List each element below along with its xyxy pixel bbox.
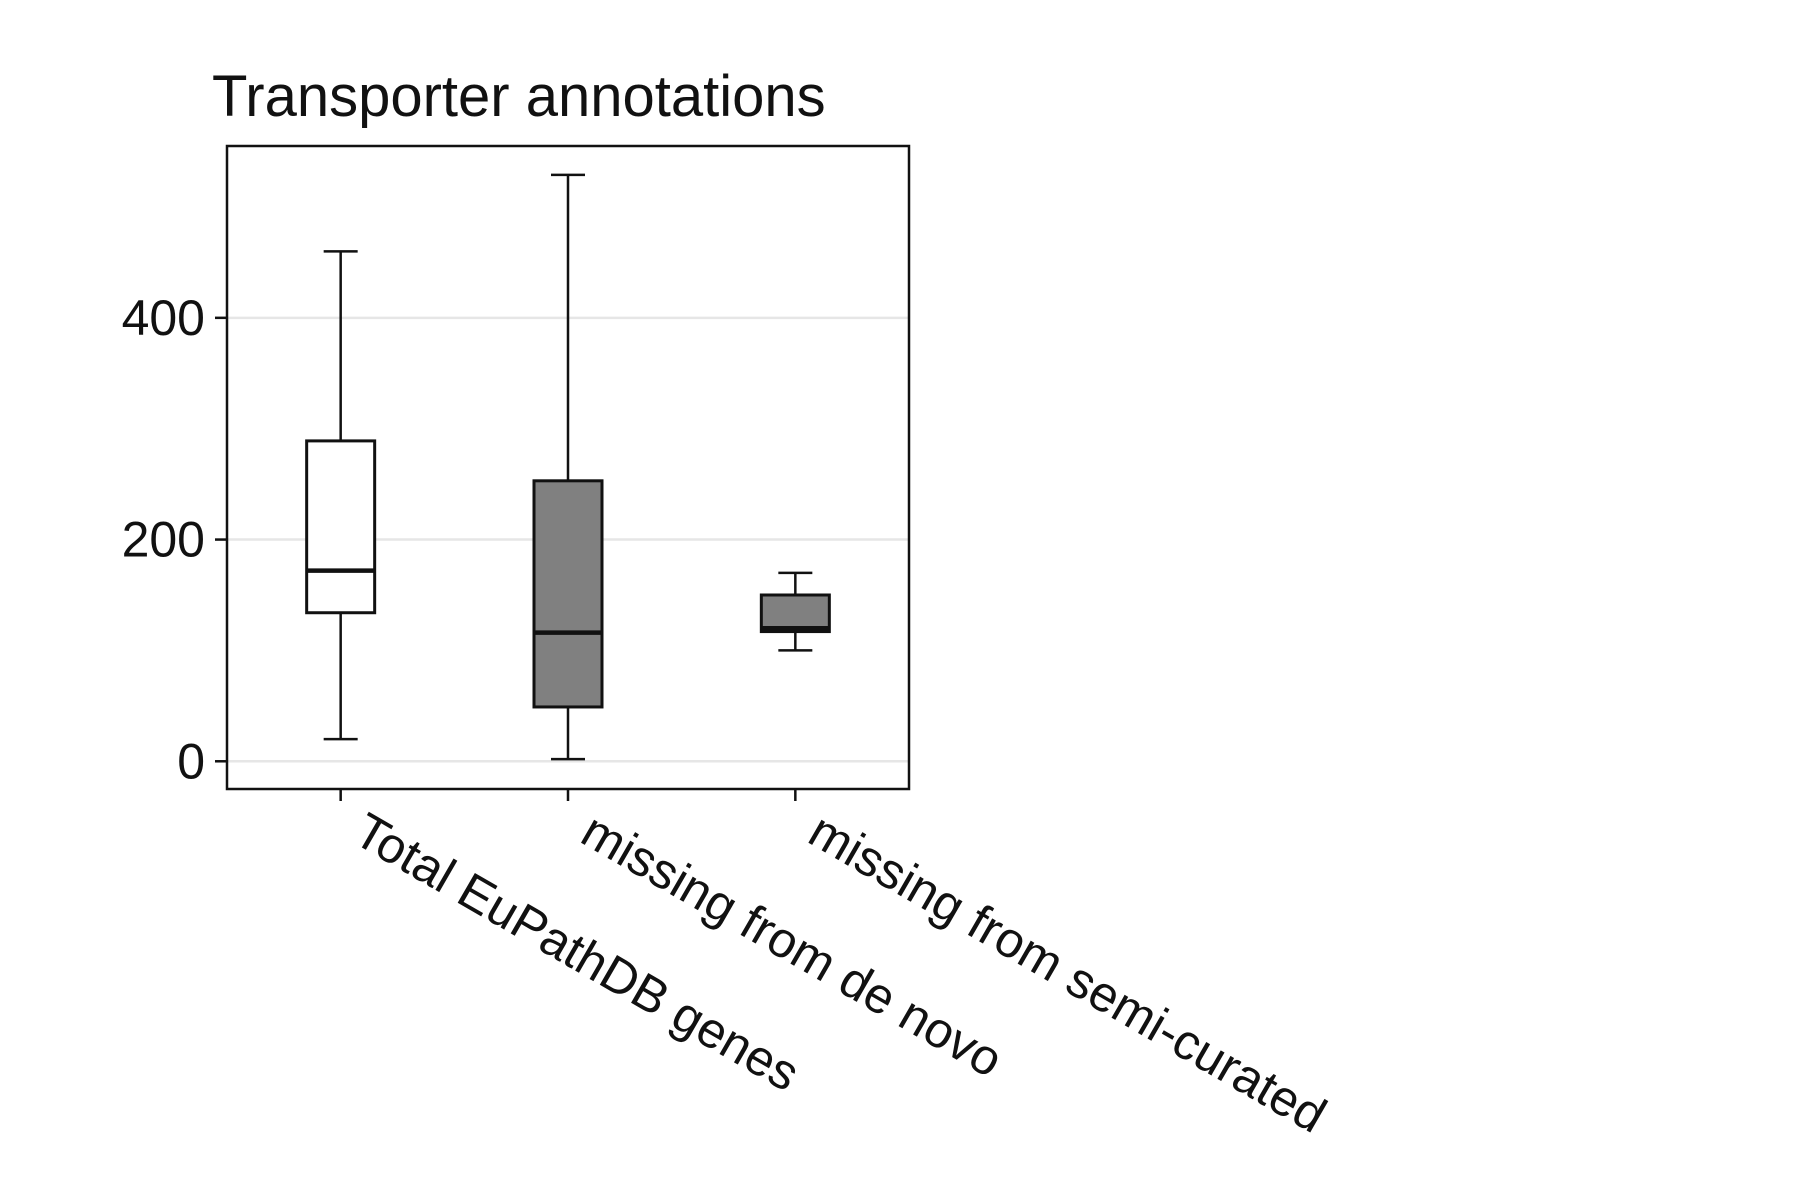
interquartile-box <box>759 593 831 634</box>
boxes <box>305 173 831 761</box>
interquartile-box <box>532 479 604 709</box>
box-3 <box>759 571 831 652</box>
chart-title: Transporter annotations <box>212 64 826 129</box>
y-tick-label: 200 <box>122 512 205 568</box>
y-tick-label: 400 <box>122 290 205 346</box>
box-1 <box>305 250 377 741</box>
box-2 <box>532 173 604 761</box>
interquartile-box <box>305 439 377 615</box>
y-tick-label: 0 <box>177 733 205 789</box>
y-axis: 0 200 400 <box>122 290 227 789</box>
